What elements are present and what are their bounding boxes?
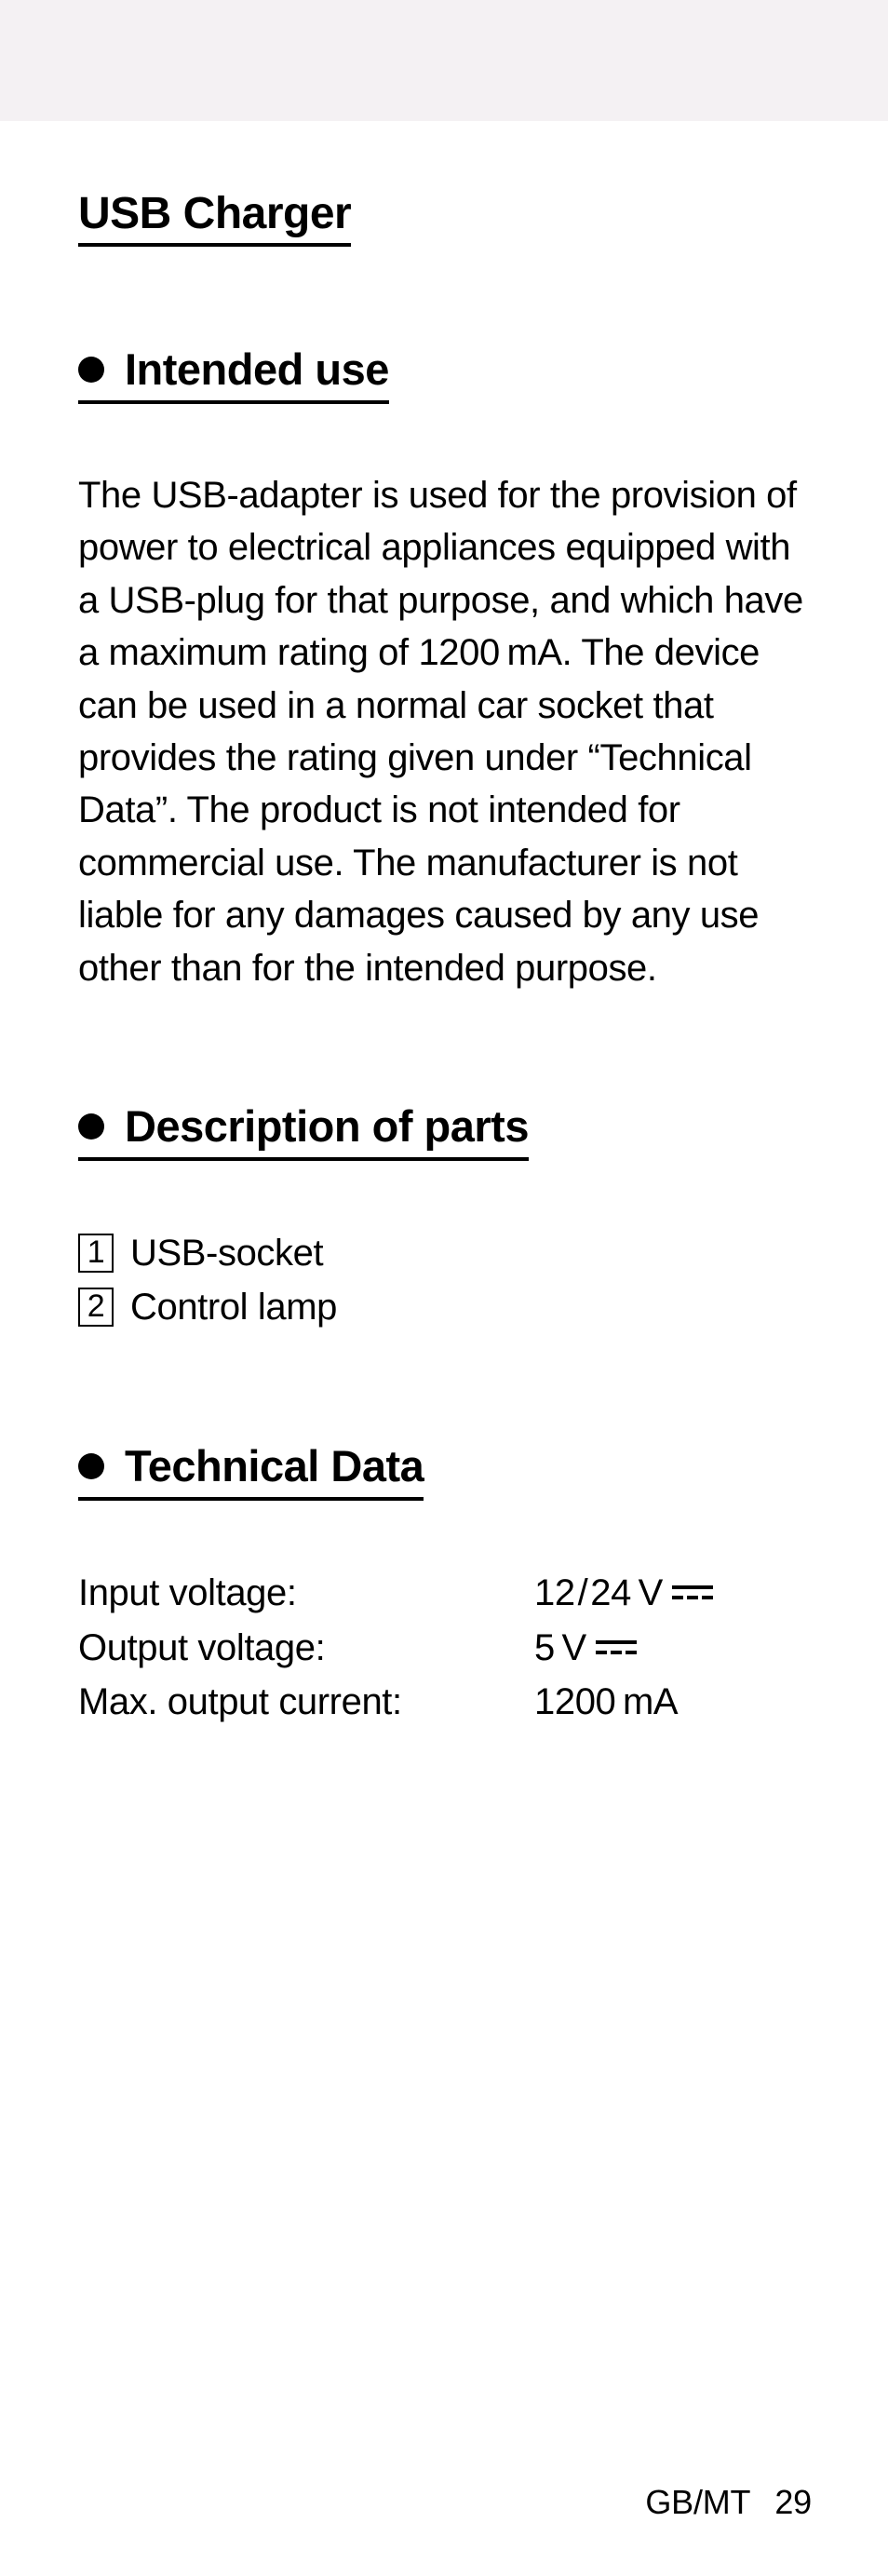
section-parts: Description of parts 1 USB-socket 2 Cont… xyxy=(78,1097,810,1334)
section-technical-data: Technical Data Input voltage: 12 / 24 V … xyxy=(78,1436,810,1729)
part-row: 1 USB-socket xyxy=(78,1226,810,1280)
spec-label: Max. output current: xyxy=(78,1675,534,1729)
spec-value: 5 V xyxy=(534,1621,637,1675)
spec-label: Input voltage: xyxy=(78,1566,534,1620)
part-label: USB-socket xyxy=(130,1226,323,1280)
section-intended-use: Intended use The USB-adapter is used for… xyxy=(78,340,810,994)
spec-value-text: 1200 mA xyxy=(534,1675,678,1729)
spec-value: 12 / 24 V xyxy=(534,1566,713,1620)
spec-row: Input voltage: 12 / 24 V xyxy=(78,1566,810,1620)
spec-row: Output voltage: 5 V xyxy=(78,1621,810,1675)
page: USB Charger Intended use The USB-adapter… xyxy=(0,121,888,2576)
heading-parts: Description of parts xyxy=(78,1097,529,1161)
spec-value-text: 5 V xyxy=(534,1621,586,1675)
footer-page-number: 29 xyxy=(774,2483,812,2521)
dc-symbol-icon xyxy=(596,1639,637,1657)
part-label: Control lamp xyxy=(130,1280,337,1334)
bullet-icon xyxy=(78,1453,104,1479)
spec-value-text: 12 / 24 V xyxy=(534,1566,663,1620)
spec-row: Max. output current: 1200 mA xyxy=(78,1675,810,1729)
bullet-icon xyxy=(78,1113,104,1140)
part-row: 2 Control lamp xyxy=(78,1280,810,1334)
page-footer: GB/MT 29 xyxy=(645,2483,812,2522)
heading-text: Technical Data xyxy=(125,1441,424,1490)
spec-value: 1200 mA xyxy=(534,1675,678,1729)
document-title: USB Charger xyxy=(78,188,351,247)
footer-language: GB/MT xyxy=(645,2483,750,2521)
heading-text: Intended use xyxy=(125,344,389,394)
heading-intended-use: Intended use xyxy=(78,340,389,404)
intended-use-body: The USB-adapter is used for the provisio… xyxy=(78,469,810,994)
spec-table: Input voltage: 12 / 24 V Output voltage:… xyxy=(78,1566,810,1729)
part-number: 2 xyxy=(78,1288,114,1327)
dc-symbol-icon xyxy=(672,1584,713,1602)
part-number: 1 xyxy=(78,1234,114,1273)
bullet-icon xyxy=(78,357,104,383)
parts-list: 1 USB-socket 2 Control lamp xyxy=(78,1226,810,1334)
heading-text: Description of parts xyxy=(125,1101,529,1151)
heading-technical-data: Technical Data xyxy=(78,1436,424,1501)
spec-label: Output voltage: xyxy=(78,1621,534,1675)
